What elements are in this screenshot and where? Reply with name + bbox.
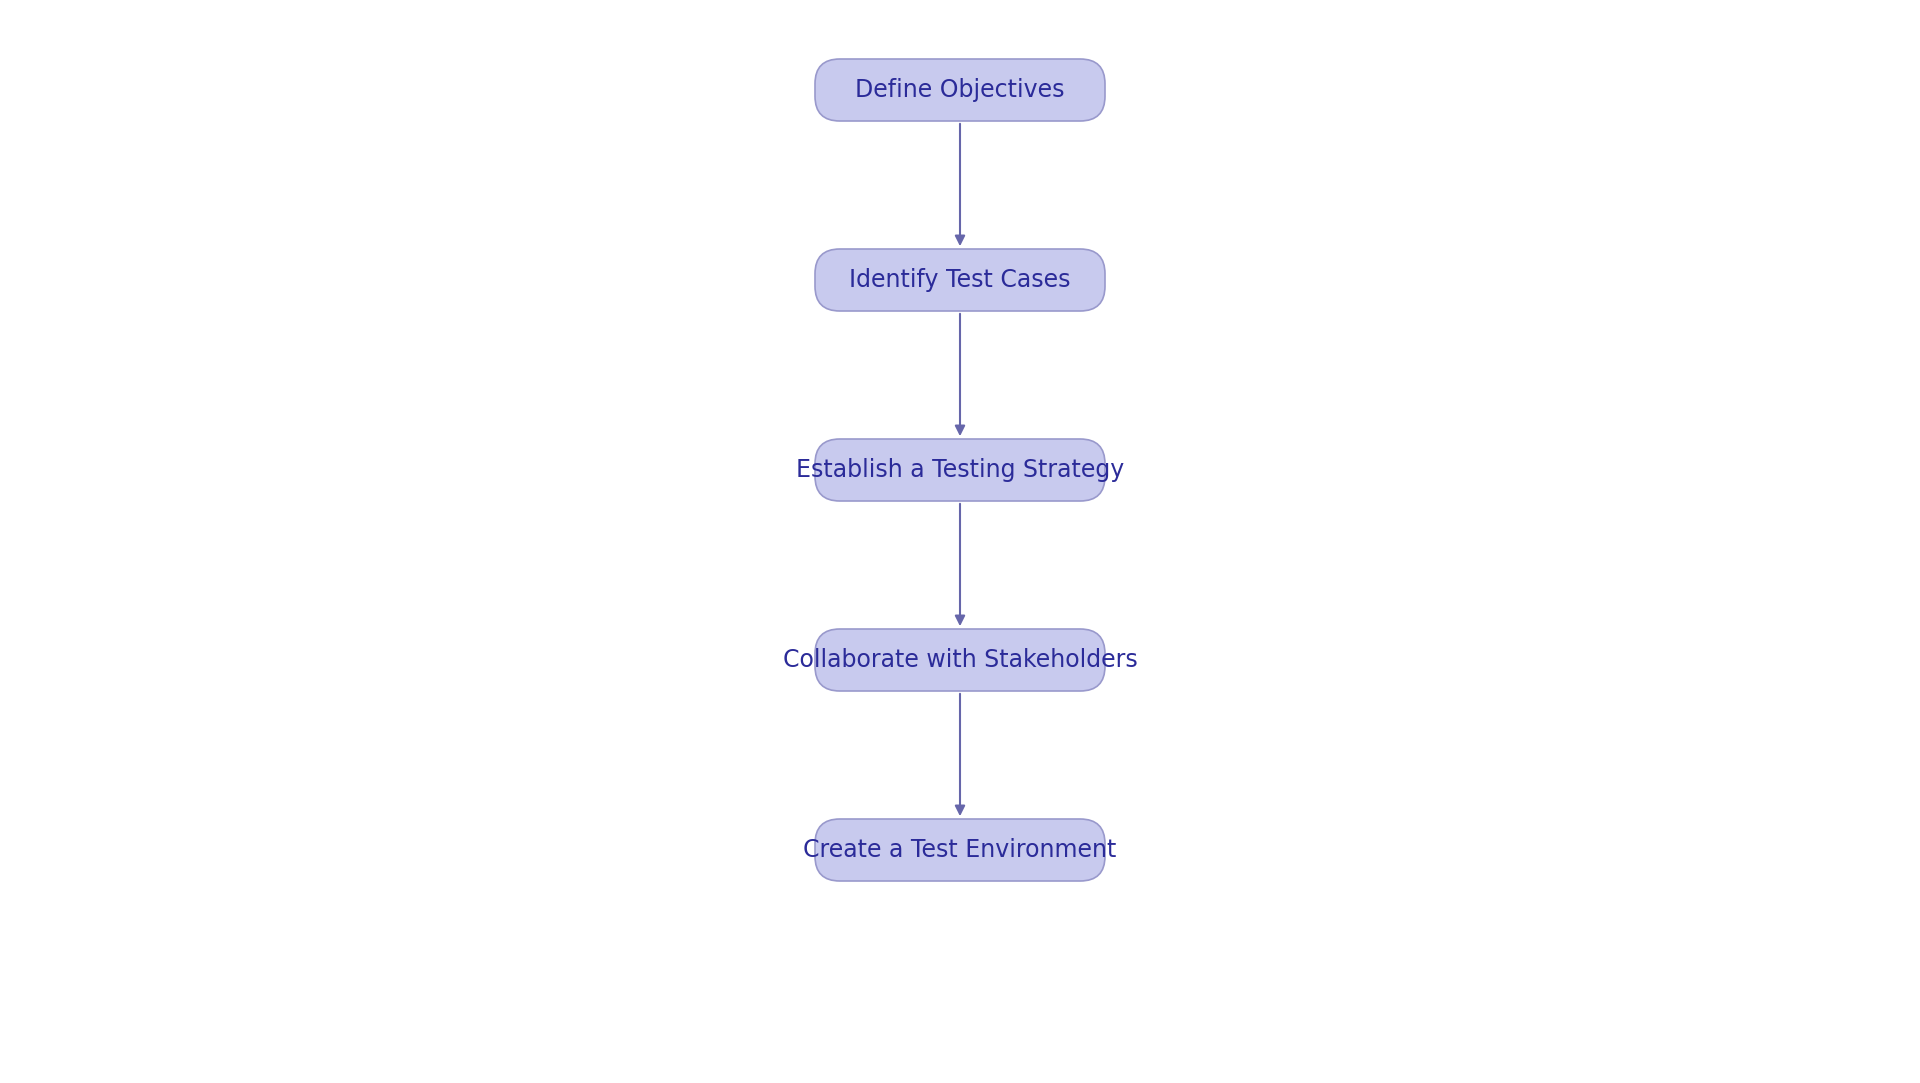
FancyBboxPatch shape bbox=[814, 249, 1106, 311]
Text: Collaborate with Stakeholders: Collaborate with Stakeholders bbox=[783, 648, 1137, 671]
FancyBboxPatch shape bbox=[814, 629, 1106, 691]
FancyBboxPatch shape bbox=[814, 819, 1106, 880]
FancyBboxPatch shape bbox=[814, 439, 1106, 501]
Text: Define Objectives: Define Objectives bbox=[854, 78, 1066, 102]
Text: Establish a Testing Strategy: Establish a Testing Strategy bbox=[797, 458, 1123, 482]
Text: Create a Test Environment: Create a Test Environment bbox=[803, 838, 1117, 862]
FancyBboxPatch shape bbox=[814, 58, 1106, 121]
Text: Identify Test Cases: Identify Test Cases bbox=[849, 268, 1071, 292]
